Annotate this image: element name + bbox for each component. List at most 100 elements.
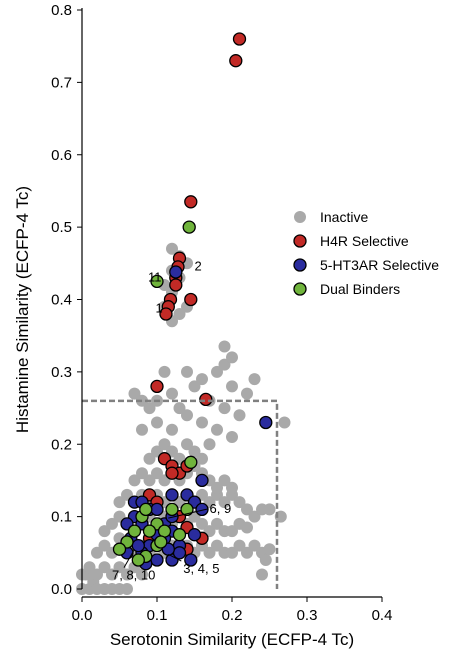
data-point <box>188 445 201 458</box>
data-point <box>142 524 157 538</box>
data-point <box>181 409 193 422</box>
x-tick-label: 0.1 <box>147 607 168 624</box>
data-point <box>158 438 171 451</box>
annotation-label: 2 <box>195 259 202 274</box>
data-point <box>150 502 164 517</box>
data-point <box>143 452 156 465</box>
y-tick-label: 0.2 <box>51 436 72 453</box>
data-point <box>136 568 148 581</box>
data-point <box>233 539 246 552</box>
data-point <box>112 542 127 556</box>
annotation-leader <box>168 508 208 519</box>
data-point <box>166 423 178 436</box>
data-point <box>184 292 198 307</box>
data-point <box>165 502 179 517</box>
data-point <box>211 423 223 436</box>
data-point <box>203 438 216 451</box>
data-point <box>241 387 253 400</box>
data-point <box>128 474 141 487</box>
data-point <box>98 561 111 574</box>
y-tick-label: 0.5 <box>51 219 72 236</box>
data-point <box>248 373 261 386</box>
data-point <box>143 474 156 487</box>
data-point <box>229 54 243 68</box>
data-point <box>241 546 253 559</box>
data-point <box>211 365 223 378</box>
data-point <box>226 431 238 443</box>
data-point <box>184 455 198 469</box>
data-point <box>136 467 148 480</box>
data-point <box>173 308 186 320</box>
data-point <box>98 539 111 552</box>
annotation-leader <box>168 553 182 562</box>
data-point <box>166 242 178 255</box>
legend-label: Inactive <box>320 209 368 225</box>
legend-label: 5-HT3AR Selective <box>320 257 439 273</box>
data-point <box>263 543 276 556</box>
data-point <box>248 539 261 552</box>
y-tick-label: 0.6 <box>51 147 72 164</box>
x-tick-label: 0.0 <box>72 607 93 624</box>
y-tick-label: 0.1 <box>51 509 72 526</box>
x-tick-label: 0.2 <box>222 607 243 624</box>
y-tick-label: 0.7 <box>51 74 72 91</box>
data-point <box>195 502 209 517</box>
data-point <box>91 568 103 581</box>
annotation-label: 7, 8, 10 <box>112 568 155 583</box>
data-point <box>196 517 208 530</box>
y-tick-label: 0.0 <box>51 581 72 598</box>
annotation-label: 3, 4, 5 <box>183 561 219 576</box>
data-point <box>121 583 133 595</box>
data-point <box>113 561 126 574</box>
annotation-label: 1 <box>156 301 163 316</box>
data-point <box>184 195 198 209</box>
data-point <box>159 307 173 321</box>
data-point <box>91 546 103 559</box>
data-point <box>218 340 231 353</box>
data-point <box>218 496 231 509</box>
data-point <box>199 392 213 407</box>
data-point <box>226 525 238 538</box>
data-point <box>184 553 198 567</box>
data-point <box>233 496 246 509</box>
data-point <box>128 387 141 400</box>
data-point <box>218 358 231 371</box>
data-point <box>143 402 156 415</box>
data-point <box>139 502 153 517</box>
data-point <box>259 554 272 566</box>
data-point <box>248 510 261 523</box>
x-tick-label: 0.4 <box>372 607 393 624</box>
data-point <box>218 402 231 415</box>
data-point <box>196 452 208 465</box>
data-point <box>127 524 142 538</box>
data-point <box>150 379 164 394</box>
data-point <box>182 220 196 234</box>
data-point <box>188 380 201 393</box>
y-tick-label: 0.4 <box>51 292 72 309</box>
legend-label: Dual Binders <box>320 281 400 297</box>
data-point <box>172 528 187 542</box>
threshold-box <box>82 399 279 589</box>
data-point <box>203 546 216 559</box>
data-point <box>157 524 172 538</box>
data-point <box>131 553 145 567</box>
legend-marker <box>293 234 307 248</box>
data-point <box>211 481 223 494</box>
series-3 <box>112 220 198 567</box>
data-point <box>151 467 163 480</box>
data-point <box>154 535 168 549</box>
data-point <box>196 416 208 429</box>
legend-label: H4R Selective <box>320 233 409 249</box>
x-axis-title: Serotonin Similarity (ECFP-4 Tc) <box>110 630 354 649</box>
data-point <box>151 416 163 429</box>
data-point <box>256 568 268 581</box>
data-point <box>165 466 179 480</box>
data-point <box>241 521 253 534</box>
data-point <box>259 415 273 430</box>
data-point <box>232 32 247 46</box>
data-point <box>226 380 238 393</box>
data-point <box>278 416 291 429</box>
data-point <box>226 546 238 559</box>
annotation-leader <box>123 548 135 568</box>
